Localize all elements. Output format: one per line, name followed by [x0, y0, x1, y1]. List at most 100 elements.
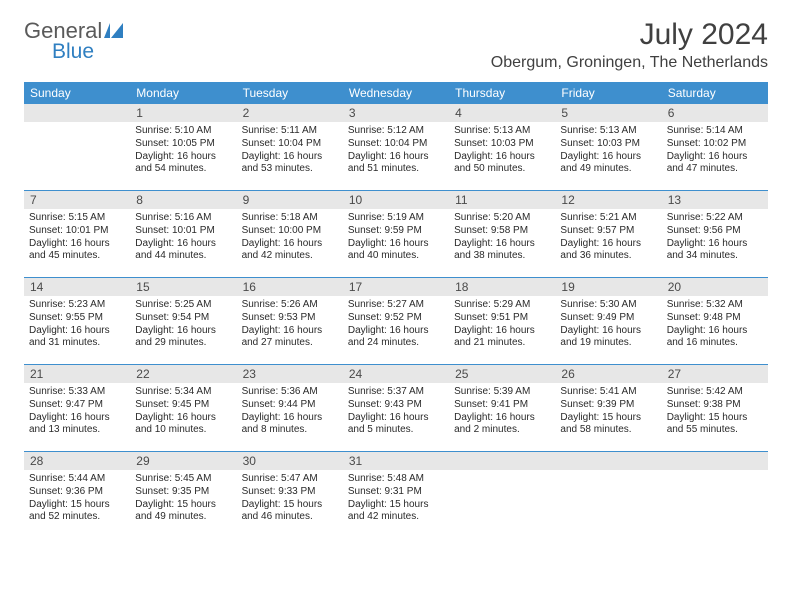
day-header: Wednesday	[343, 82, 449, 104]
daylight-line: Daylight: 16 hours and 38 minutes.	[454, 238, 550, 264]
sunset-line: Sunset: 9:35 PM	[135, 486, 231, 499]
day-number: 3	[343, 104, 449, 122]
sunset-line: Sunset: 10:02 PM	[667, 138, 763, 151]
daylight-line: Daylight: 15 hours and 49 minutes.	[135, 499, 231, 525]
day-number: 30	[237, 452, 343, 470]
daylight-line: Daylight: 16 hours and 5 minutes.	[348, 412, 444, 438]
daylight-line: Daylight: 15 hours and 52 minutes.	[29, 499, 125, 525]
calendar-cell: 14Sunrise: 5:23 AMSunset: 9:55 PMDayligh…	[24, 278, 130, 364]
day-info: Sunrise: 5:12 AMSunset: 10:04 PMDaylight…	[343, 122, 449, 180]
day-number: 10	[343, 191, 449, 209]
sunset-line: Sunset: 9:38 PM	[667, 399, 763, 412]
day-number: 25	[449, 365, 555, 383]
day-number: 27	[662, 365, 768, 383]
daylight-line: Daylight: 16 hours and 29 minutes.	[135, 325, 231, 351]
calendar-cell: 16Sunrise: 5:26 AMSunset: 9:53 PMDayligh…	[237, 278, 343, 364]
day-info: Sunrise: 5:14 AMSunset: 10:02 PMDaylight…	[662, 122, 768, 180]
daylight-line: Daylight: 16 hours and 19 minutes.	[560, 325, 656, 351]
calendar-cell: 26Sunrise: 5:41 AMSunset: 9:39 PMDayligh…	[555, 365, 661, 451]
sunrise-line: Sunrise: 5:27 AM	[348, 299, 444, 312]
sunset-line: Sunset: 10:01 PM	[29, 225, 125, 238]
calendar-cell: 12Sunrise: 5:21 AMSunset: 9:57 PMDayligh…	[555, 191, 661, 277]
sunset-line: Sunset: 10:00 PM	[242, 225, 338, 238]
sunset-line: Sunset: 9:49 PM	[560, 312, 656, 325]
day-number: 6	[662, 104, 768, 122]
sunrise-line: Sunrise: 5:14 AM	[667, 125, 763, 138]
calendar-cell: 19Sunrise: 5:30 AMSunset: 9:49 PMDayligh…	[555, 278, 661, 364]
calendar-cell	[449, 452, 555, 538]
sunset-line: Sunset: 9:47 PM	[29, 399, 125, 412]
calendar-week: 28Sunrise: 5:44 AMSunset: 9:36 PMDayligh…	[24, 452, 768, 538]
day-info: Sunrise: 5:23 AMSunset: 9:55 PMDaylight:…	[24, 296, 130, 354]
sunrise-line: Sunrise: 5:21 AM	[560, 212, 656, 225]
day-number: 9	[237, 191, 343, 209]
sunrise-line: Sunrise: 5:19 AM	[348, 212, 444, 225]
sunset-line: Sunset: 9:58 PM	[454, 225, 550, 238]
sunset-line: Sunset: 9:44 PM	[242, 399, 338, 412]
calendar-cell: 21Sunrise: 5:33 AMSunset: 9:47 PMDayligh…	[24, 365, 130, 451]
day-number: 31	[343, 452, 449, 470]
sunset-line: Sunset: 9:53 PM	[242, 312, 338, 325]
daylight-line: Daylight: 16 hours and 31 minutes.	[29, 325, 125, 351]
daylight-line: Daylight: 16 hours and 42 minutes.	[242, 238, 338, 264]
calendar-cell: 23Sunrise: 5:36 AMSunset: 9:44 PMDayligh…	[237, 365, 343, 451]
day-info: Sunrise: 5:45 AMSunset: 9:35 PMDaylight:…	[130, 470, 236, 528]
day-info: Sunrise: 5:21 AMSunset: 9:57 PMDaylight:…	[555, 209, 661, 267]
daylight-line: Daylight: 16 hours and 21 minutes.	[454, 325, 550, 351]
sunrise-line: Sunrise: 5:11 AM	[242, 125, 338, 138]
sunrise-line: Sunrise: 5:29 AM	[454, 299, 550, 312]
calendar-cell: 15Sunrise: 5:25 AMSunset: 9:54 PMDayligh…	[130, 278, 236, 364]
day-number: 24	[343, 365, 449, 383]
calendar-cell: 18Sunrise: 5:29 AMSunset: 9:51 PMDayligh…	[449, 278, 555, 364]
day-info: Sunrise: 5:29 AMSunset: 9:51 PMDaylight:…	[449, 296, 555, 354]
sunset-line: Sunset: 10:03 PM	[560, 138, 656, 151]
calendar-cell	[555, 452, 661, 538]
day-info: Sunrise: 5:18 AMSunset: 10:00 PMDaylight…	[237, 209, 343, 267]
sunrise-line: Sunrise: 5:26 AM	[242, 299, 338, 312]
day-number: 28	[24, 452, 130, 470]
day-number: 26	[555, 365, 661, 383]
day-number: 14	[24, 278, 130, 296]
daylight-line: Daylight: 16 hours and 40 minutes.	[348, 238, 444, 264]
day-number: 4	[449, 104, 555, 122]
calendar-cell: 29Sunrise: 5:45 AMSunset: 9:35 PMDayligh…	[130, 452, 236, 538]
sunset-line: Sunset: 9:43 PM	[348, 399, 444, 412]
day-info: Sunrise: 5:25 AMSunset: 9:54 PMDaylight:…	[130, 296, 236, 354]
sunset-line: Sunset: 9:55 PM	[29, 312, 125, 325]
daylight-line: Daylight: 16 hours and 53 minutes.	[242, 151, 338, 177]
calendar-cell	[662, 452, 768, 538]
sunrise-line: Sunrise: 5:45 AM	[135, 473, 231, 486]
calendar-cell	[24, 104, 130, 190]
sunset-line: Sunset: 9:41 PM	[454, 399, 550, 412]
day-number-empty	[24, 104, 130, 122]
day-number: 1	[130, 104, 236, 122]
calendar-cell: 22Sunrise: 5:34 AMSunset: 9:45 PMDayligh…	[130, 365, 236, 451]
calendar-cell: 27Sunrise: 5:42 AMSunset: 9:38 PMDayligh…	[662, 365, 768, 451]
header: General Blue July 2024 Obergum, Groninge…	[24, 18, 768, 72]
sunset-line: Sunset: 9:52 PM	[348, 312, 444, 325]
sunrise-line: Sunrise: 5:18 AM	[242, 212, 338, 225]
day-info: Sunrise: 5:39 AMSunset: 9:41 PMDaylight:…	[449, 383, 555, 441]
calendar-week: 7Sunrise: 5:15 AMSunset: 10:01 PMDayligh…	[24, 191, 768, 278]
sunrise-line: Sunrise: 5:36 AM	[242, 386, 338, 399]
day-number: 15	[130, 278, 236, 296]
day-header: Friday	[555, 82, 661, 104]
day-header: Tuesday	[237, 82, 343, 104]
day-number: 12	[555, 191, 661, 209]
daylight-line: Daylight: 16 hours and 44 minutes.	[135, 238, 231, 264]
page-subtitle: Obergum, Groningen, The Netherlands	[491, 54, 768, 72]
logo-triangle-icon	[104, 23, 110, 38]
sunrise-line: Sunrise: 5:10 AM	[135, 125, 231, 138]
calendar-cell: 1Sunrise: 5:10 AMSunset: 10:05 PMDayligh…	[130, 104, 236, 190]
calendar-cell: 11Sunrise: 5:20 AMSunset: 9:58 PMDayligh…	[449, 191, 555, 277]
calendar-cell: 3Sunrise: 5:12 AMSunset: 10:04 PMDayligh…	[343, 104, 449, 190]
daylight-line: Daylight: 16 hours and 45 minutes.	[29, 238, 125, 264]
day-number: 22	[130, 365, 236, 383]
sunset-line: Sunset: 9:56 PM	[667, 225, 763, 238]
logo: General Blue	[24, 18, 125, 64]
calendar-week: 1Sunrise: 5:10 AMSunset: 10:05 PMDayligh…	[24, 104, 768, 191]
calendar-cell: 6Sunrise: 5:14 AMSunset: 10:02 PMDayligh…	[662, 104, 768, 190]
day-info: Sunrise: 5:33 AMSunset: 9:47 PMDaylight:…	[24, 383, 130, 441]
sunrise-line: Sunrise: 5:13 AM	[560, 125, 656, 138]
sunrise-line: Sunrise: 5:22 AM	[667, 212, 763, 225]
